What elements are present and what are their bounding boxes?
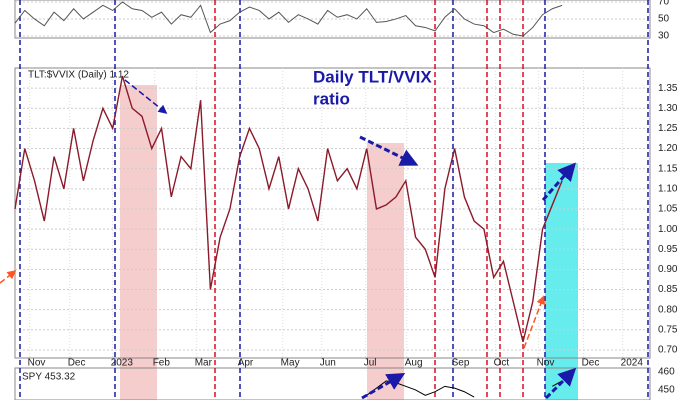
y-tick-label: 30 bbox=[658, 31, 670, 42]
y-tick-label: 0.95 bbox=[658, 244, 678, 255]
line-series bbox=[366, 380, 475, 398]
x-tick-label: 2024 bbox=[621, 358, 644, 369]
x-tick-label: Aug bbox=[405, 358, 423, 369]
y-tick-label: 1.25 bbox=[658, 123, 678, 134]
x-tick-label: 2023 bbox=[111, 358, 134, 369]
arrow bbox=[544, 367, 577, 400]
y-tick-label: 1.30 bbox=[658, 103, 678, 114]
panel-title: SPY 453.32 bbox=[22, 372, 76, 383]
markers bbox=[19, 0, 649, 400]
x-tick-label: Apr bbox=[238, 358, 254, 369]
shade bbox=[545, 163, 578, 400]
y-tick-label: 0.85 bbox=[658, 284, 678, 295]
x-tick-label: May bbox=[281, 358, 300, 369]
annotation: Daily TLT/VVIX bbox=[313, 67, 432, 86]
line-series bbox=[14, 75, 563, 343]
x-tick-label: Jul bbox=[364, 358, 377, 369]
arrow bbox=[0, 270, 17, 284]
x-tick-label: Oct bbox=[494, 358, 510, 369]
x-tick-label: Sep bbox=[452, 358, 470, 369]
y-tick-label: 460 bbox=[658, 367, 675, 378]
x-tick-label: Jun bbox=[320, 358, 336, 369]
y-tick-label: 0.80 bbox=[658, 304, 678, 315]
arrow bbox=[361, 372, 406, 400]
y-tick-label: 1.10 bbox=[658, 183, 678, 194]
x-tick-label: Nov bbox=[537, 358, 555, 369]
y-tick-label: 1.35 bbox=[658, 83, 678, 94]
y-tick-label: 0.75 bbox=[658, 324, 678, 335]
series bbox=[14, 1, 563, 398]
panel-frame bbox=[14, 367, 651, 400]
x-tick-label: Dec bbox=[68, 358, 86, 369]
annotation: ratio bbox=[313, 89, 350, 108]
y-tick-label: 450 bbox=[658, 385, 675, 396]
panel-frame bbox=[14, 67, 651, 359]
y-tick-label: 70 bbox=[658, 0, 670, 8]
x-tick-label: Feb bbox=[153, 358, 171, 369]
x-tick-label: Mar bbox=[195, 358, 213, 369]
y-tick-label: 1.00 bbox=[658, 224, 678, 235]
grid bbox=[15, 1, 650, 358]
arrows bbox=[0, 79, 577, 400]
arrow bbox=[541, 162, 576, 201]
arrow bbox=[359, 135, 419, 166]
y-tick-label: 1.05 bbox=[658, 204, 678, 215]
x-tick-label: Nov bbox=[28, 358, 46, 369]
y-tick-label: 50 bbox=[658, 14, 670, 25]
x-tick-label: Dec bbox=[582, 358, 600, 369]
panel-title: TLT:$VVIX (Daily) 1.12 bbox=[28, 70, 129, 81]
y-tick-label: 0.70 bbox=[658, 345, 678, 356]
y-tick-label: 1.20 bbox=[658, 143, 678, 154]
shade bbox=[120, 85, 157, 400]
line-series bbox=[14, 1, 563, 37]
y-tick-label: 1.15 bbox=[658, 163, 678, 174]
y-tick-label: 0.90 bbox=[658, 264, 678, 275]
